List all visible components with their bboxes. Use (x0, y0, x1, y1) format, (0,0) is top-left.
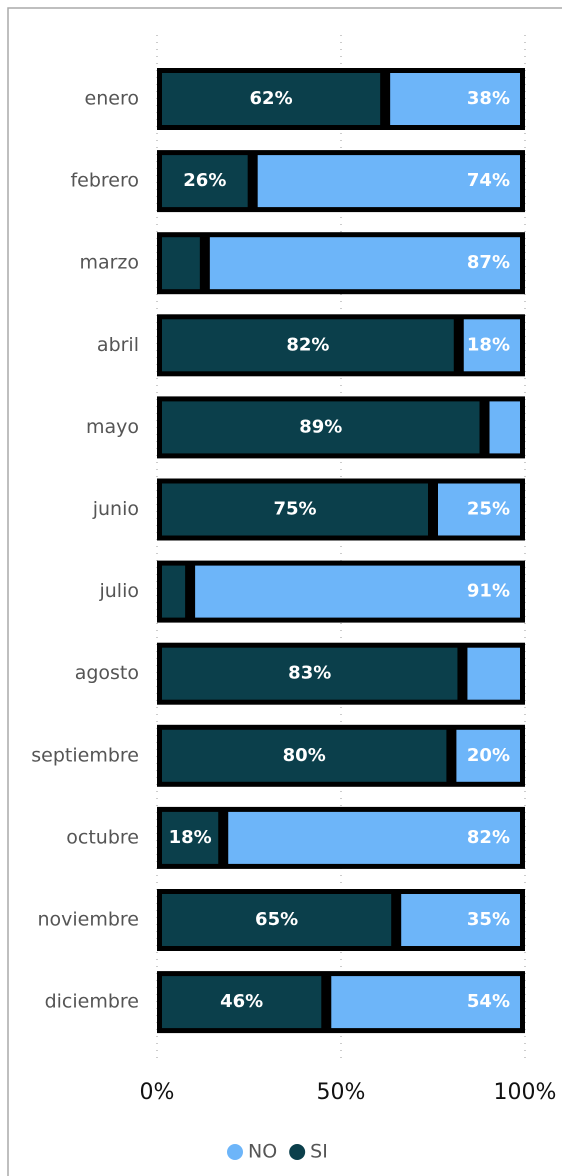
x-tick-label: 50% (317, 1080, 366, 1105)
bar-segment (331, 976, 520, 1029)
category-label: septiembre (31, 744, 139, 766)
bar-segment (162, 155, 248, 208)
data-label: 82% (286, 334, 329, 355)
frame (7, 7, 562, 1176)
bar-segment (228, 811, 521, 864)
category-label: julio (98, 580, 139, 602)
bar-segment (162, 647, 458, 700)
data-label: 82% (467, 827, 510, 848)
category-label: abril (97, 334, 139, 356)
data-label: 74% (467, 170, 510, 191)
bar-segment (162, 319, 454, 372)
data-label: 65% (255, 909, 298, 930)
bar-segment (489, 401, 520, 454)
data-label: 91% (467, 581, 510, 602)
data-label: 26% (183, 170, 226, 191)
bar-segment (162, 73, 381, 125)
legend-label: SI (310, 1141, 328, 1163)
legend-swatch (289, 1144, 306, 1160)
category-label: junio (92, 498, 139, 520)
legend-swatch (227, 1144, 243, 1160)
category-label: mayo (86, 416, 139, 438)
data-label: 46% (220, 991, 263, 1012)
x-tick-label: 0% (140, 1080, 175, 1105)
data-label: 18% (169, 827, 212, 848)
data-label: 83% (288, 663, 331, 684)
bar-segment (162, 729, 447, 782)
category-label: agosto (75, 662, 139, 684)
data-label: 18% (467, 334, 510, 355)
legend-label: NO (248, 1141, 277, 1163)
data-label: 25% (467, 499, 510, 520)
category-label: octubre (66, 826, 139, 848)
bar-segment (162, 565, 186, 618)
bar-segment (195, 565, 520, 618)
bar-segment (162, 811, 219, 864)
bar-segment (162, 237, 200, 290)
bar-segment (467, 647, 520, 700)
data-label: 54% (467, 991, 510, 1012)
data-label: 62% (250, 88, 293, 109)
bar-segment (456, 729, 520, 782)
x-tick-label: 100% (494, 1080, 557, 1105)
bar-segment (401, 894, 520, 946)
category-label: marzo (79, 252, 139, 274)
bar-segment (257, 155, 520, 208)
data-label: 35% (467, 909, 510, 930)
data-label: 87% (467, 252, 510, 273)
data-label: 80% (283, 745, 326, 766)
category-label: diciembre (45, 991, 139, 1013)
bar-segment (162, 401, 480, 454)
bar-segment (209, 237, 520, 290)
category-label: noviembre (37, 909, 139, 931)
bar-segment (162, 976, 322, 1029)
data-label: 75% (273, 499, 316, 520)
bar-segment (162, 894, 392, 946)
data-label: 38% (467, 88, 510, 109)
data-label: 89% (299, 416, 342, 437)
bar-segment (438, 483, 520, 536)
bar-segment (162, 483, 428, 536)
bar-segment (390, 73, 520, 125)
bar-segment (463, 319, 520, 372)
data-label: 20% (467, 745, 510, 766)
category-label: enero (85, 88, 139, 110)
category-label: febrero (70, 170, 139, 192)
